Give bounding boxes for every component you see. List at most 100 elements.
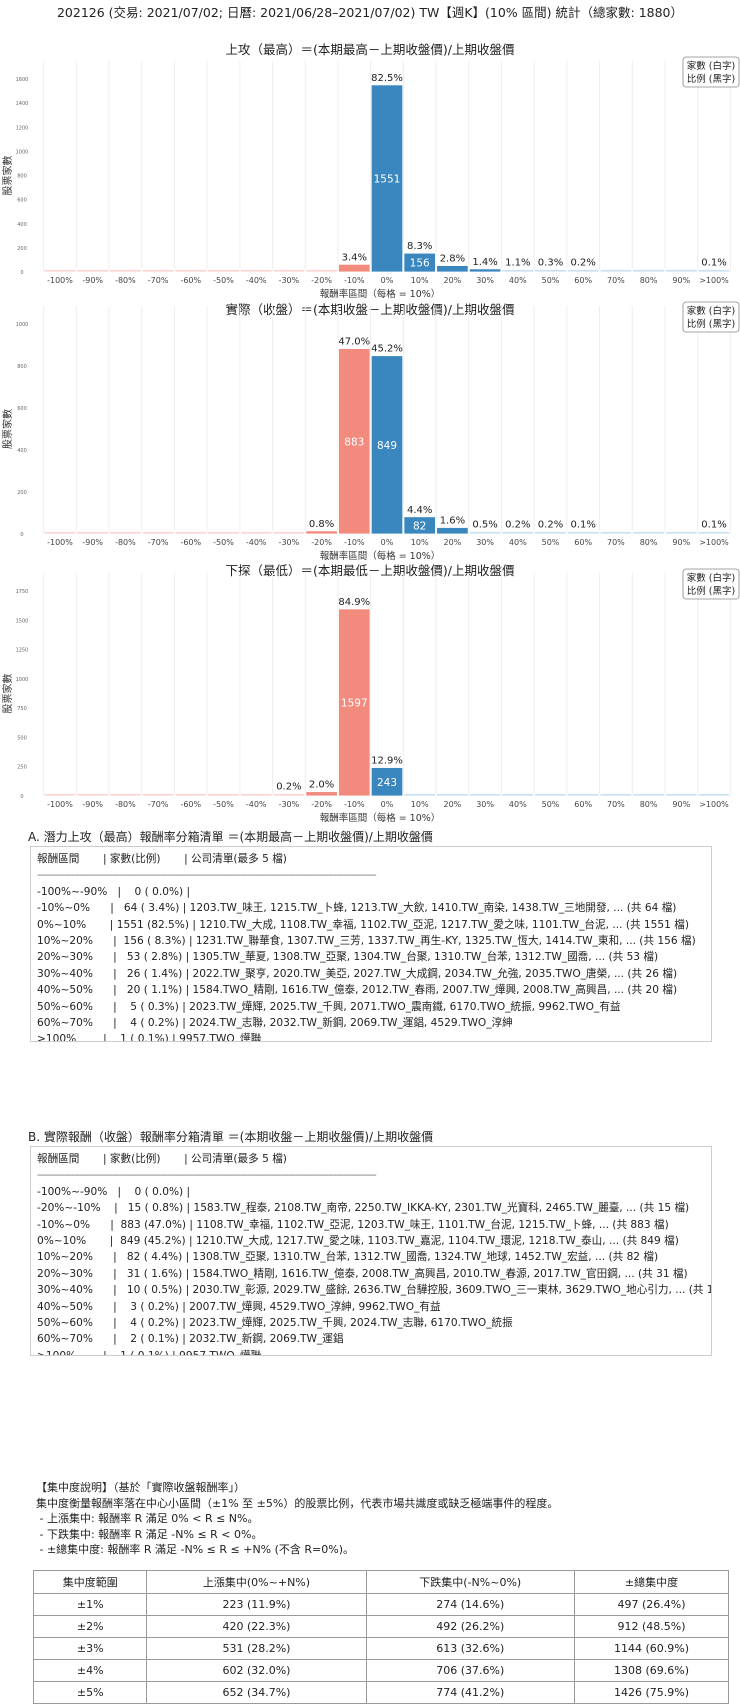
table-cell: ±3% [32,1637,148,1660]
x-tick-label: -50% [213,538,234,547]
bar [599,531,633,535]
bar-count-label: 849 [377,440,397,452]
list-header: 報酬區間 | 家數(比例) | 公司清單(最多 5 檔) [37,1153,287,1165]
bar-pct-label: 45.2% [371,344,403,355]
x-tick-label: -40% [246,538,267,547]
table-cell: 223 (11.9%) [146,1593,367,1616]
x-tick-label: 90% [672,276,690,285]
list-row: -100%~-90% | 0 ( 0.0%) | [37,885,191,898]
x-tick-label: -70% [148,276,169,285]
x-tick-label: 40% [509,538,527,547]
legend-entry: 家數 (白字) [687,60,735,72]
table-row: ±2% 420 (22.3%) 492 (26.2%) 912 (48.5%) [32,1615,730,1638]
bar [567,269,600,273]
list-row: 20%~30% | 31 ( 1.6%) | 1584.TWO_精剛, 1616… [37,1267,688,1280]
x-tick-label: >100% [699,276,729,285]
chart-low: 下探（最低）＝(本期最低－上期收盤價)/上期收盤價 0 250 500 750 1000 1… [1,563,740,824]
y-tick-label: 1600 [16,77,29,83]
x-tick-label: -50% [213,276,234,285]
y-tick-label: 800 [17,364,27,370]
bar [338,348,371,535]
table-cell: 613 (32.6%) [365,1637,575,1660]
bar [174,793,207,797]
main-title: 202126 (交易: 2021/07/02; 日曆: 2021/06/28–2… [56,5,684,20]
x-tick-label: 80% [640,276,658,285]
x-tick-label: 70% [607,276,625,285]
x-tick-label: 60% [574,276,592,285]
bar [468,531,502,535]
list-row: 10%~20% | 156 ( 8.3%) | 1231.TW_聯華食, 130… [37,935,696,948]
section-b-list: 報酬區間 | 家數(比例) | 公司清單(最多 5 檔) ------------… [30,1146,712,1356]
x-tick-label: 90% [672,538,690,547]
legend-entry: 比例 (黑字) [687,585,735,597]
bar [305,530,338,535]
bar [599,269,633,273]
bar-pct-label: 0.2% [570,258,595,269]
bar [240,793,273,797]
x-tick-label: -10% [344,276,365,285]
table-cell: ±5% [32,1681,148,1704]
x-tick-label: 0% [381,538,394,547]
table-cell: 912 (48.5%) [573,1615,730,1638]
x-tick-label: 30% [476,800,494,809]
bar-pct-label: 0.5% [472,520,497,531]
bar [534,531,567,535]
concentration-note: 集中度衡量報酬率落在中心小區間（±1% 至 ±5%）的股票比例，代表市場共識度或… [36,1496,559,1510]
y-tick-label: 750 [17,706,27,712]
bar-pct-label: 0.1% [570,520,595,531]
x-tick-label: -80% [115,800,136,809]
bar [632,793,665,797]
legend: 家數 (白字)比例 (黑字) [682,568,740,600]
x-tick-label: 20% [444,800,462,809]
legend-box [682,301,740,333]
y-tick-label: 200 [17,246,27,252]
bar-pct-label: 1.1% [505,258,530,269]
bar [174,269,207,273]
bar [305,791,338,797]
x-tick-label: -90% [82,800,103,809]
x-tick-label: 70% [607,538,625,547]
x-tick-label: -100% [47,538,73,547]
bar-pct-label: 4.4% [407,505,432,516]
y-tick-label: 1000 [16,322,29,328]
bar-count-label: 243 [377,777,397,789]
bar-pct-label: 2.8% [440,254,465,265]
bar [632,269,665,273]
table-cell: 274 (14.6%) [365,1593,575,1616]
bar [109,531,142,535]
x-tick-label: -90% [82,538,103,547]
column-header: 上漲集中(0%~+N%) [146,1570,367,1594]
bar [632,531,665,535]
bar [272,269,306,273]
x-tick-label: 30% [476,276,494,285]
y-tick-label: 1200 [16,125,29,131]
x-tick-label: 10% [411,538,429,547]
x-tick-label: 50% [542,538,560,547]
x-tick-label: -80% [115,276,136,285]
x-tick-label: -50% [213,800,234,809]
table-cell: 1144 (60.9%) [573,1637,730,1660]
list-row: 30%~40% | 10 ( 0.5%) | 2030.TW_彰源, 2029.… [37,1284,712,1297]
table-cell: 602 (32.0%) [146,1659,367,1682]
bar-pct-label: 1.6% [440,515,465,526]
x-tick-label: -60% [180,276,201,285]
chart-close: 實際（收盤）＝(本期收盤－上期收盤價)/上期收盤價020040060080010… [1,301,740,562]
list-divider: ----------------------------------------… [37,869,377,882]
x-tick-label: 90% [672,800,690,809]
bar-pct-label: 82.5% [371,73,403,84]
list-row: 10%~20% | 82 ( 4.4%) | 1308.TW_亞聚, 1310.… [37,1251,659,1264]
y-tick-label: 200 [17,490,27,496]
x-tick-label: >100% [699,538,729,547]
x-tick-label: -30% [279,800,300,809]
y-tick-label: 400 [17,222,27,228]
x-tick-label: 40% [509,800,527,809]
bar-pct-label: 0.1% [701,258,726,269]
bar-count-label: 1597 [341,697,368,709]
table-cell: 774 (41.2%) [365,1681,575,1704]
column-header: 集中度範圍 [32,1570,148,1594]
y-tick-label: 1750 [16,589,29,595]
bar [599,793,633,797]
bar [468,268,502,273]
bar [141,793,175,797]
chart-title: 上攻（最高）＝(本期最高－上期收盤價)/上期收盤價 [226,42,515,57]
